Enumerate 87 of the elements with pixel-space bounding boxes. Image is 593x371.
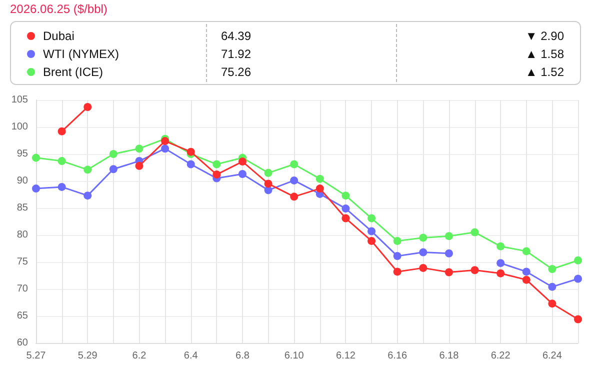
y-tick-label: 105 [11,94,28,106]
x-tick-label: 6.16 [388,350,408,362]
text: 75.26 [221,65,252,79]
x-tick-label: 5.27 [26,350,46,362]
point [496,259,505,268]
y-tick-label: 80 [16,230,28,240]
point [368,227,376,236]
point [444,249,453,258]
text: ▲ 1.52 [525,65,564,79]
y-tick-label: 90 [16,176,28,186]
point [342,214,350,222]
y-tick-label: 60 [16,338,28,348]
point [161,144,170,153]
point [548,282,556,291]
point [522,268,530,276]
point [393,268,402,276]
point [84,103,92,112]
point [470,228,479,236]
point [238,158,246,166]
y-tick-label: 75 [16,256,28,268]
point [419,264,428,272]
point [444,232,453,240]
point [496,269,505,278]
point [84,166,92,174]
point [548,265,556,274]
point [522,247,530,256]
point [264,168,272,177]
x-tick-label: 6.12 [336,350,356,362]
legend-label: Dubai [43,29,74,43]
point [135,162,144,170]
point [496,242,505,250]
point [393,252,402,260]
point [419,234,428,242]
point [84,192,92,200]
point [368,236,376,245]
point [574,274,582,283]
point [290,160,298,168]
text: 71.92 [221,47,252,61]
point [522,276,530,284]
text: ▼ 2.90 [525,29,564,43]
point [419,248,428,256]
point [212,170,221,179]
point [186,148,195,156]
y-tick-label: 95 [16,148,28,160]
chart-title: 2026.06.25 ($/bbl) [10,2,108,16]
point [32,184,40,193]
point [470,266,479,274]
point [342,204,350,213]
x-tick-label: 6.2 [132,350,147,362]
point [574,256,582,264]
point [342,192,350,200]
text: ▲ 1.58 [525,47,564,61]
y-tick-label: 65 [16,310,28,322]
legend-label: Brent (ICE) [43,65,104,79]
point [212,160,221,168]
point [368,214,376,222]
x-tick-label: 6.24 [542,350,562,362]
point [444,268,453,276]
point [264,180,272,188]
point [109,150,118,158]
x-tick-label: 6.10 [284,350,304,362]
point [316,184,324,193]
x-tick-label: 6.18 [439,350,460,362]
x-tick-label: 6.22 [490,350,511,362]
point [393,236,402,245]
point [290,176,298,184]
y-tick-label: 70 [16,284,28,294]
x-tick-label: 6.4 [184,350,198,362]
y-tick-label: 100 [11,122,28,132]
point [58,127,66,136]
point [574,315,582,324]
point [238,170,246,178]
point [135,144,144,153]
point [58,157,66,166]
point [161,137,170,146]
x-tick-label: 5.29 [78,350,98,362]
point [109,165,118,174]
point [186,160,195,168]
point [548,300,556,308]
point [290,192,298,201]
legend-label: WTI (NYMEX) [43,47,119,61]
x-tick-label: 6.8 [236,350,250,362]
point [32,154,40,162]
point [58,182,66,191]
y-tick-label: 85 [16,202,28,214]
text: 64.39 [221,29,252,43]
point [316,174,324,183]
